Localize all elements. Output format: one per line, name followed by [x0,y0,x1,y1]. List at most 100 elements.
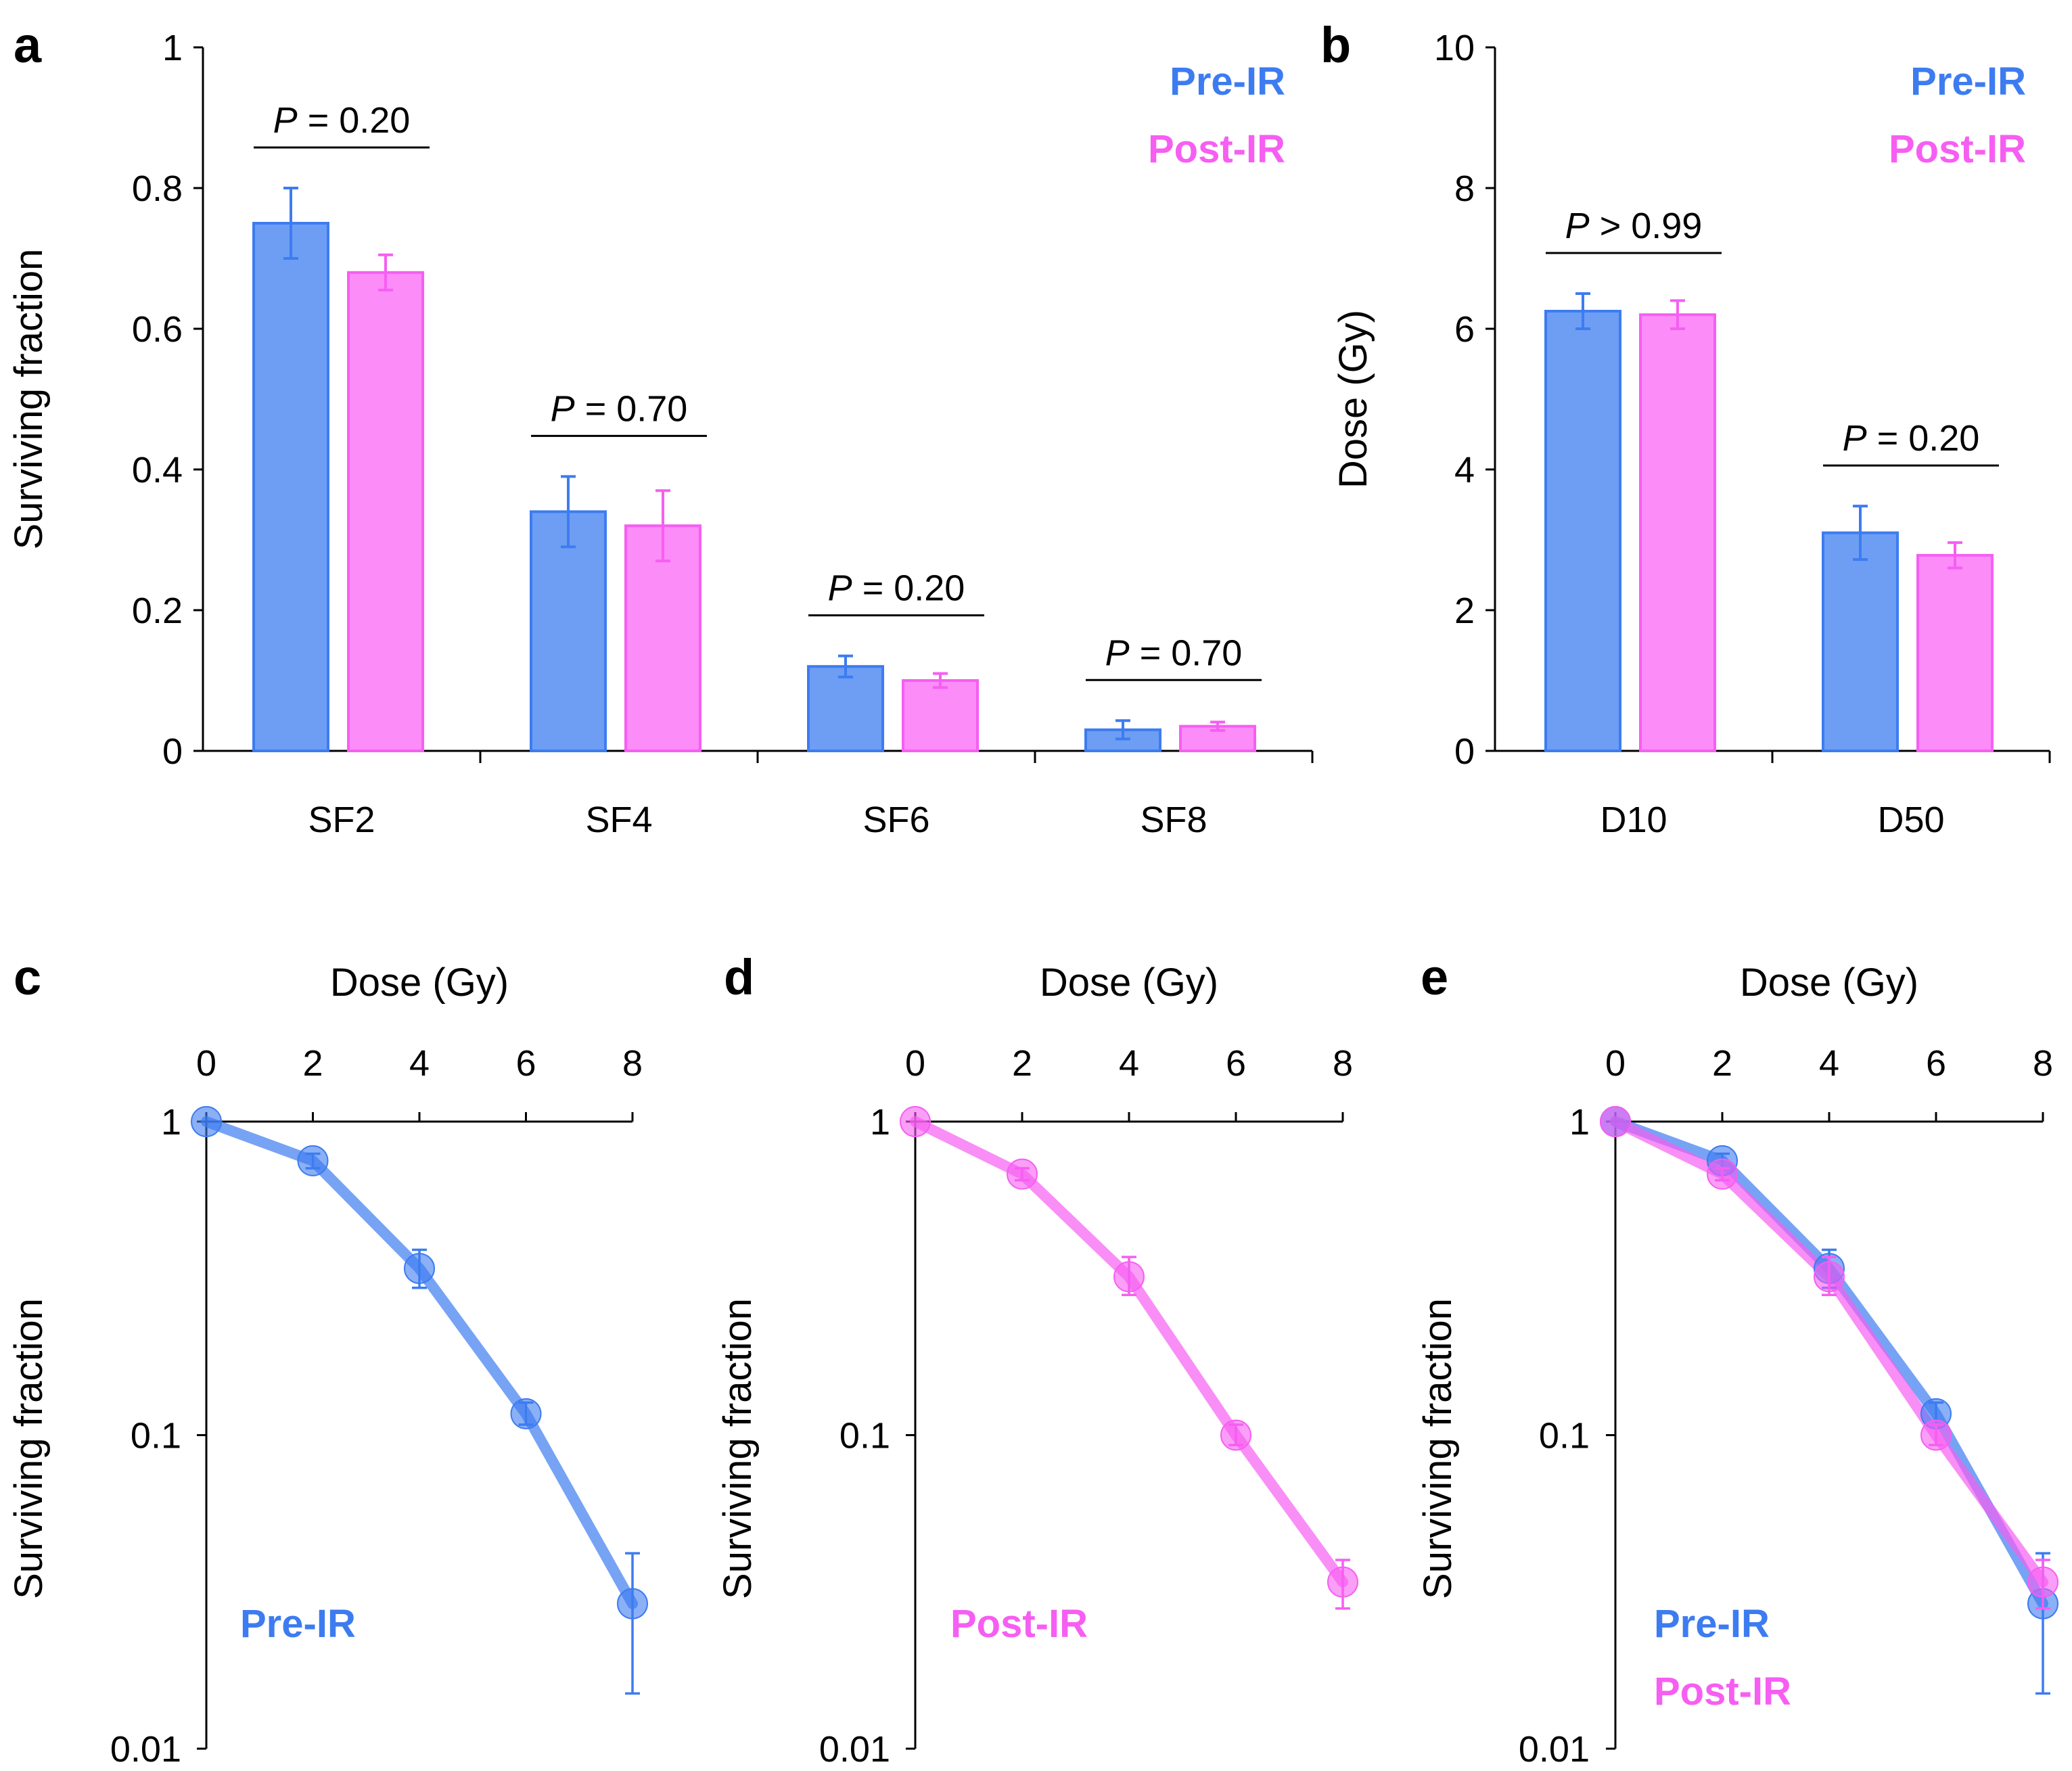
x-tick-label: 6 [1926,1043,1946,1084]
y-tick-label: 0.6 [132,309,183,350]
legend-post-ir: Post-IR [950,1602,1088,1646]
y-tick-label: 1 [162,28,183,68]
y-tick-label: 0.1 [1539,1416,1590,1456]
legend-pre-ir: Pre-IR [240,1602,356,1646]
panel-letter-e: e [1421,949,1448,1005]
y-axis-title: Surviving fraction [1416,1298,1460,1599]
y-tick-label: 0.01 [1519,1729,1590,1770]
p-symbol: P [828,568,852,609]
data-point-pre-ir [191,1106,222,1137]
x-tick-label: 8 [2033,1043,2053,1084]
y-tick-label: 1 [870,1102,890,1143]
p-symbol: P [551,388,575,429]
panel-letter-a: a [14,17,42,73]
x-tick-label: 4 [409,1043,430,1084]
y-tick-label: 1 [1569,1102,1590,1143]
series-line-pre-ir [201,1116,638,1609]
y-tick-label: 8 [1454,168,1475,209]
x-tick-label: 0 [905,1043,925,1084]
y-tick-label: 0.4 [132,450,183,490]
y-tick-label: 0.01 [110,1729,181,1770]
p-value-label: P = 0.20 [273,100,411,141]
p-value-text: = 0.20 [852,568,965,609]
y-tick-label: 2 [1454,591,1475,631]
y-axis-title: Surviving fraction [716,1298,760,1599]
y-tick-label: 0 [1454,731,1475,772]
bar-pre-ir-d10 [1544,310,1621,752]
x-tick-label: 2 [1712,1043,1732,1084]
x-tick-label: SF4 [585,800,652,840]
x-tick-label: 2 [1012,1043,1032,1084]
legend-post-ir: Post-IR [1889,127,2026,171]
legend-post-ir: Post-IR [1148,127,1285,171]
y-tick-label: 1 [161,1102,181,1143]
x-tick-label: D10 [1600,800,1667,840]
panel-b: b 0 2 4 6 8 10 Dose (Gy) D10 P > 0.99 D50 P = 0.20… [1320,17,2051,840]
x-tick-label: 0 [1605,1043,1626,1084]
series-line-post-ir [1610,1116,2048,1588]
y-tick-label: 0.01 [819,1729,890,1770]
panel-letter-b: b [1320,17,1351,73]
x-axis-title: Dose (Gy) [1040,961,1218,1005]
x-tick-label: D50 [1877,800,1944,840]
x-axis-title: Dose (Gy) [330,961,509,1005]
panel-e: e 0 2 4 6 8 Dose (Gy) 0.01 0.1 1 Surviving fracti… [1416,949,2058,1770]
y-tick-label: 0.1 [131,1416,181,1456]
data-point-post-ir [1600,1106,1631,1137]
p-symbol: P [1565,206,1590,246]
y-axis-title: Surviving fraction [7,1298,51,1599]
legend-pre-ir: Pre-IR [1654,1602,1770,1646]
x-axis-title: Dose (Gy) [1740,961,1918,1005]
legend-pre-ir: Pre-IR [1170,60,1285,104]
p-value-text: = 0.70 [1130,632,1243,673]
x-tick-label: 8 [622,1043,643,1084]
legend-pre-ir: Pre-IR [1910,60,2026,104]
bar-post-ir-sf2 [347,271,424,752]
p-value-text: = 0.70 [575,388,688,429]
y-tick-label: 6 [1454,309,1475,350]
x-tick-label: 4 [1119,1043,1139,1084]
y-tick-label: 10 [1434,28,1475,68]
x-tick-label: SF2 [308,800,375,840]
x-tick-label: SF6 [862,800,929,840]
bar-pre-ir-sf2 [252,222,329,752]
p-value-label: P = 0.20 [1843,418,1980,459]
p-symbol: P [1105,632,1130,673]
x-tick-label: 6 [1226,1043,1246,1084]
y-tick-label: 0 [162,731,183,772]
bar-post-ir-d50 [1916,553,1994,752]
panel-letter-c: c [14,949,41,1005]
p-value-label: P > 0.99 [1565,206,1703,246]
x-tick-label: 4 [1819,1043,1839,1084]
panel-a: a 0 0.2 0.4 0.6 0.8 1 Surviving fraction SF2 P =… [7,17,1314,840]
p-value-label: P = 0.20 [828,568,965,609]
p-value-text: = 0.20 [298,100,411,141]
data-point-post-ir [900,1106,931,1137]
legend-post-ir: Post-IR [1654,1670,1791,1714]
p-value-label: P = 0.70 [1105,632,1243,673]
x-tick-label: 2 [302,1043,323,1084]
bar-pre-ir-d50 [1822,531,1899,752]
x-tick-label: 0 [196,1043,216,1084]
bar-post-ir-sf6 [902,679,979,752]
panel-c: c 0 2 4 6 8 Dose (Gy) 0.01 0.1 1 Surviving fracti… [7,949,648,1770]
y-axis-title: Surviving fraction [7,249,51,550]
series-line-pre-ir [1610,1116,2048,1609]
y-tick-label: 0.8 [132,168,183,209]
panel-letter-d: d [724,949,754,1005]
panel-d: d 0 2 4 6 8 Dose (Gy) 0.01 0.1 1 Surviving fracti… [716,949,1358,1770]
p-symbol: P [273,100,298,141]
bar-pre-ir-sf6 [807,665,884,753]
x-tick-label: 8 [1333,1043,1353,1084]
y-tick-label: 0.1 [839,1416,890,1456]
x-tick-label: SF8 [1140,800,1207,840]
bar-post-ir-d10 [1639,313,1716,752]
y-axis-title: Dose (Gy) [1331,310,1375,488]
series-line-post-ir [910,1116,1348,1588]
y-tick-label: 0.2 [132,591,183,631]
p-value-text: > 0.99 [1590,206,1703,246]
bar-post-ir-sf8 [1179,724,1256,752]
p-value-label: P = 0.70 [551,388,688,429]
y-tick-label: 4 [1454,450,1475,490]
